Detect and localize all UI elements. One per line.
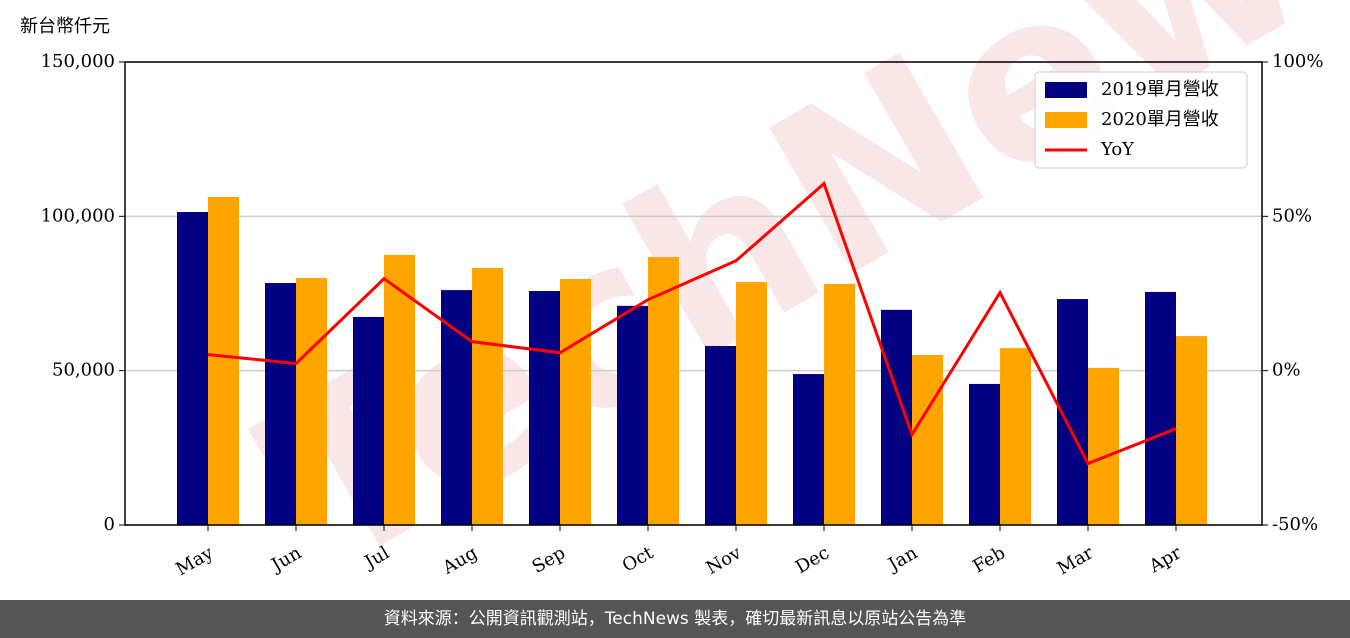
bar (560, 278, 591, 525)
x-tick-label: May (172, 542, 217, 580)
bar (705, 345, 736, 525)
x-tick-label: Jan (883, 542, 921, 576)
y-axis-label: 新台幣仟元 (20, 16, 110, 37)
y-tick-label: 150,000 (41, 51, 115, 72)
y-tick-label: 100,000 (41, 205, 115, 226)
plot-frame (124, 61, 1263, 526)
bar (265, 283, 296, 525)
bar (472, 267, 503, 525)
bar (353, 316, 384, 525)
legend-label: YoY (1100, 139, 1135, 160)
bar (969, 383, 1000, 525)
x-tick-label: Mar (1054, 542, 1098, 579)
y2-tick-label: 0% (1272, 360, 1301, 381)
y-tick-label: 0 (104, 514, 115, 535)
bar (296, 278, 327, 525)
legend-box (1034, 71, 1248, 169)
bar (617, 305, 648, 525)
bar (1000, 348, 1031, 525)
x-tick-label: Apr (1145, 542, 1185, 577)
y2-tick-label: -50% (1272, 514, 1318, 535)
bar (1145, 291, 1176, 525)
line (207, 181, 1177, 466)
bar (177, 212, 208, 525)
y2-tick-label: 100% (1272, 51, 1323, 72)
bar (912, 354, 943, 525)
x-tick-label: Jun (266, 542, 305, 577)
bar (1176, 336, 1207, 525)
bar (648, 257, 679, 525)
y2-tick-label: 50% (1272, 205, 1312, 226)
legend-swatch (1045, 82, 1087, 98)
legend-label: 2019單月營收 (1101, 79, 1219, 100)
legend-swatch (1045, 112, 1087, 128)
bar (793, 374, 824, 525)
bar (1088, 367, 1119, 525)
bar (824, 283, 855, 525)
x-tick-label: Sep (529, 542, 569, 577)
x-tick-label: Feb (969, 542, 1009, 577)
bar (384, 254, 415, 525)
x-tick-label: Nov (703, 542, 746, 579)
x-tick-label: Dec (792, 542, 833, 578)
bar (736, 282, 767, 525)
bar (208, 196, 239, 525)
bar (529, 291, 560, 525)
y-tick-label: 50,000 (52, 360, 115, 381)
chart: TechNews 新台幣仟元 050,000100,000150,000-50%… (20, 0, 1350, 622)
bar (441, 290, 472, 525)
footer: 資料來源：公開資訊觀測站，TechNews 製表，確切最新訊息以原站公告為準 (0, 600, 1350, 638)
x-tick-label: Oct (619, 542, 658, 577)
legend: 2019單月營收 2020單月營收 YoY (1034, 71, 1248, 169)
legend-label: 2020單月營收 (1101, 109, 1219, 130)
